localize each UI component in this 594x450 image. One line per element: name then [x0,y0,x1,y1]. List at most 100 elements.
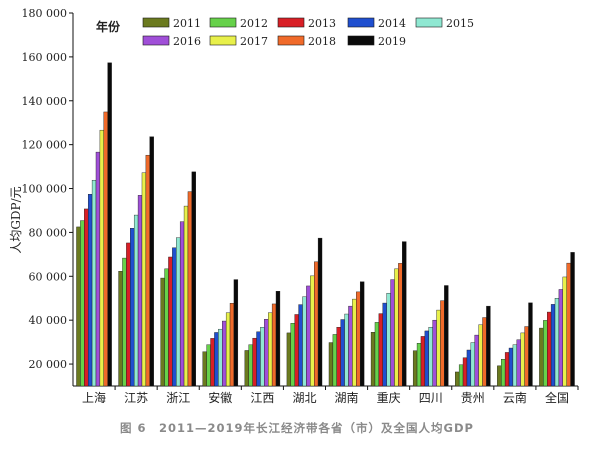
bar-2015-全国 [554,298,560,387]
bar-2011-湖北 [286,332,292,387]
bar-2014-云南 [508,347,514,387]
legend-label-2016: 2016 [173,35,201,48]
bar-2018-上海 [103,111,108,387]
bar-2017-贵州 [478,324,483,387]
bar-2014-四川 [424,330,429,387]
legend-label-2014: 2014 [378,17,406,30]
bar-2015-安徽 [218,328,223,387]
bar-2017-重庆 [394,268,399,387]
bar-2011-浙江 [160,277,165,387]
bar-2019-云南 [528,302,533,387]
legend-label-2017: 2017 [240,35,268,48]
bar-2019-浙江 [191,171,196,387]
bar-2013-全国 [547,311,552,387]
bar-2012-安徽 [206,344,211,387]
bar-2019-江西 [275,291,281,387]
bar-2016-重庆 [390,279,395,387]
bar-2013-江苏 [126,242,131,387]
bar-2018-湖北 [314,261,319,387]
bar-2011-四川 [412,350,418,387]
bar-2013-江西 [252,337,257,387]
bar-2018-安徽 [229,303,235,387]
bar-2017-四川 [436,309,441,387]
figure-caption: 图 6 2011—2019年长江经济带各省（市）及全国人均GDP [120,421,474,435]
bar-2018-浙江 [187,191,193,387]
bar-2017-安徽 [225,312,231,387]
bar-2016-江西 [264,319,269,387]
bar-2015-云南 [512,344,518,387]
y-tick-label: 20 000 [29,358,68,371]
bar-2011-上海 [76,226,81,387]
bar-2011-全国 [539,327,544,387]
bar-2015-四川 [428,326,433,387]
y-tick-label: 60 000 [29,270,68,283]
y-tick-label: 40 000 [29,314,68,327]
bar-2018-湖南 [356,291,361,387]
x-category-label: 安徽 [208,390,232,405]
axes [69,12,579,390]
x-category-label: 江苏 [124,391,148,405]
bar-2016-江苏 [137,195,143,387]
bar-2016-浙江 [179,221,185,387]
bar-2013-湖南 [336,326,341,387]
bar-2013-安徽 [210,338,215,387]
legend-swatch-2015 [415,17,443,28]
bar-2012-上海 [80,220,85,387]
y-tick-label: 80 000 [29,226,68,239]
bar-2013-贵州 [462,357,468,387]
x-category-label: 湖南 [335,390,359,405]
bars [76,62,575,387]
legend-swatch-2012 [209,17,237,28]
bar-2016-贵州 [474,334,479,387]
bar-2015-浙江 [176,237,181,387]
bar-2014-贵州 [466,349,472,387]
bar-2017-云南 [520,332,525,387]
x-category-label: 云南 [503,390,527,405]
bar-2015-上海 [91,179,97,387]
bar-2012-湖北 [290,323,295,387]
bar-2012-湖南 [332,334,337,387]
bar-2013-重庆 [378,313,383,387]
bar-2016-全国 [558,289,564,387]
bar-2018-全国 [566,262,571,387]
legend-label-2018: 2018 [308,35,336,48]
bar-2017-浙江 [183,205,189,387]
legend-swatch-2019 [347,35,375,46]
bar-2015-江西 [260,326,265,387]
bar-2011-江苏 [118,271,123,387]
bar-2018-江西 [271,303,277,387]
x-category-label: 湖北 [292,390,316,405]
bar-2019-江苏 [149,136,154,387]
bar-2019-上海 [107,62,112,387]
bar-2015-湖南 [344,313,349,387]
bar-2012-云南 [501,359,506,387]
y-tick-label: 180 000 [22,7,68,20]
bar-2019-贵州 [486,305,491,387]
bar-2017-湖北 [310,275,315,387]
bar-2012-贵州 [458,364,464,387]
x-category-label: 上海 [82,390,106,405]
x-category-label: 浙江 [166,391,190,405]
bar-2016-安徽 [222,320,227,387]
bar-2011-江西 [244,350,249,387]
bar-2019-安徽 [233,279,239,387]
bar-2019-重庆 [402,241,407,387]
bar-2017-全国 [562,276,567,387]
x-category-label: 四川 [419,391,443,405]
legend-swatch-2018 [277,35,305,46]
y-tick-label: 140 000 [22,95,68,108]
legend-swatch-2011 [142,17,170,28]
bar-2014-湖北 [298,304,303,387]
bar-2012-江西 [248,344,253,387]
legend-swatch-2016 [142,35,170,46]
x-category-label: 江西 [250,391,274,405]
bar-2013-四川 [420,336,426,387]
bar-2011-安徽 [202,351,207,387]
legend-label-2015: 2015 [446,17,474,30]
bar-2014-重庆 [382,302,387,387]
x-category-label: 重庆 [377,391,401,405]
bar-2017-湖南 [352,298,357,387]
bar-2011-重庆 [370,332,376,387]
bar-2014-江西 [256,331,261,387]
x-category-label: 贵州 [461,391,485,405]
